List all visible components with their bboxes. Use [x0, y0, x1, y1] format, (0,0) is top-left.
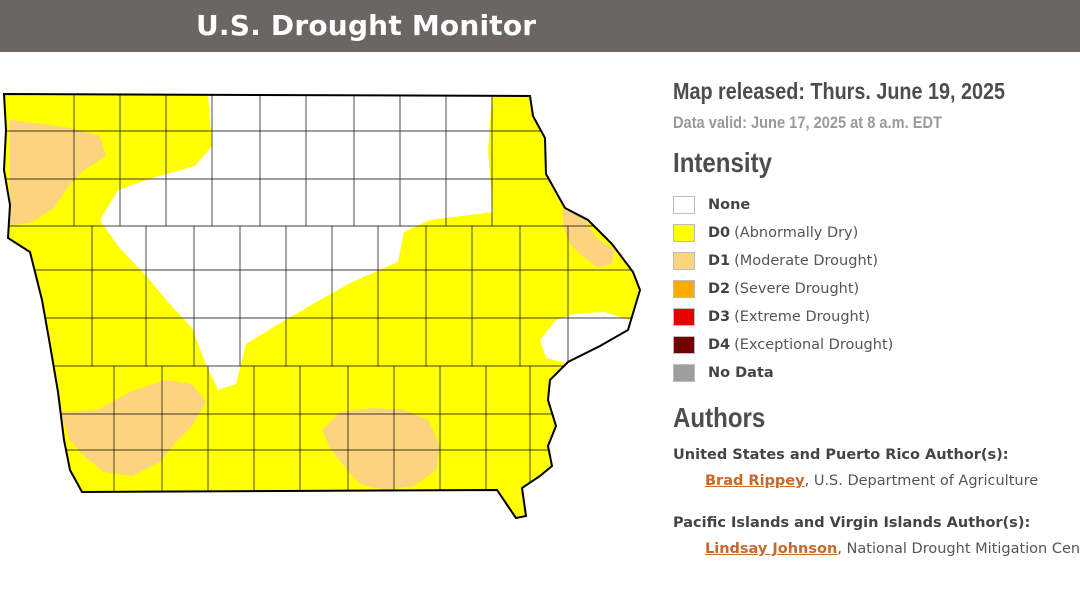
legend-swatch-d0	[673, 224, 695, 242]
legend-code: D4	[708, 337, 731, 353]
legend-code: D2	[708, 281, 731, 297]
county-lines	[4, 94, 640, 500]
legend-desc: (Abnormally Dry)	[734, 225, 859, 241]
iowa-outline	[2, 92, 642, 520]
author-entry: Lindsay Johnson, National Drought Mitiga…	[705, 539, 1080, 559]
legend-code: D3	[708, 309, 731, 325]
legend-item-d4: D4 (Exceptional Drought)	[673, 331, 1080, 359]
author-org: , U.S. Department of Agriculture	[804, 473, 1039, 489]
legend-desc: (Extreme Drought)	[734, 309, 871, 325]
legend-item-no-data: No Data	[673, 359, 1080, 387]
legend-swatch-d2	[673, 280, 695, 298]
legend-code: D0	[708, 225, 731, 241]
page-title: U.S. Drought Monitor	[196, 9, 537, 42]
legend-code: D1	[708, 253, 731, 269]
info-panel: Map released: Thurs. June 19, 2025 Data …	[673, 76, 1080, 559]
legend-code: No Data	[708, 365, 774, 381]
drought-map	[0, 88, 650, 528]
none-region-east	[540, 312, 636, 364]
author-group-us-pr: United States and Puerto Rico Author(s):…	[673, 445, 1080, 491]
d1-region-southwest	[60, 380, 206, 476]
legend-item-none: None	[673, 191, 1080, 219]
intensity-heading: Intensity	[673, 147, 773, 178]
author-group-label: Pacific Islands and Virgin Islands Autho…	[673, 515, 1031, 531]
legend-desc: (Moderate Drought)	[734, 253, 878, 269]
legend-item-d1: D1 (Moderate Drought)	[673, 247, 1080, 275]
author-link-brad-rippey[interactable]: Brad Rippey	[705, 473, 805, 489]
data-valid-date: Data valid: June 17, 2025 at 8 a.m. EDT	[673, 113, 942, 132]
legend-desc: (Exceptional Drought)	[734, 337, 894, 353]
none-region-north	[100, 94, 493, 390]
author-org: , National Drought Mitigation Cen	[837, 541, 1080, 557]
legend-swatch-d1	[673, 252, 695, 270]
legend-item-d0: D0 (Abnormally Dry)	[673, 219, 1080, 247]
d1-region-northwest	[10, 120, 106, 226]
legend-item-d2: D2 (Severe Drought)	[673, 275, 1080, 303]
d1-region-northeast	[562, 210, 615, 268]
author-group-pacific-virgin-islands: Pacific Islands and Virgin Islands Autho…	[673, 513, 1080, 559]
map-released-date: Map released: Thurs. June 19, 2025	[673, 78, 1006, 104]
author-link-lindsay-johnson[interactable]: Lindsay Johnson	[705, 541, 838, 557]
legend-swatch-none	[673, 196, 695, 214]
legend-swatch-d3	[673, 308, 695, 326]
legend-swatch-d4	[673, 336, 695, 354]
author-group-label: United States and Puerto Rico Author(s):	[673, 447, 1009, 463]
legend-item-d3: D3 (Extreme Drought)	[673, 303, 1080, 331]
drought-layers	[4, 94, 640, 518]
legend-desc: (Severe Drought)	[734, 281, 860, 297]
author-entry: Brad Rippey, U.S. Department of Agricult…	[705, 471, 1080, 491]
authors-heading: Authors	[673, 402, 766, 433]
intensity-legend: None D0 (Abnormally Dry) D1 (Moderate Dr…	[673, 191, 1080, 387]
header-bar: U.S. Drought Monitor	[0, 0, 1080, 52]
legend-swatch-no-data	[673, 364, 695, 382]
legend-code: None	[708, 197, 751, 213]
d1-region-south-central	[322, 408, 440, 490]
